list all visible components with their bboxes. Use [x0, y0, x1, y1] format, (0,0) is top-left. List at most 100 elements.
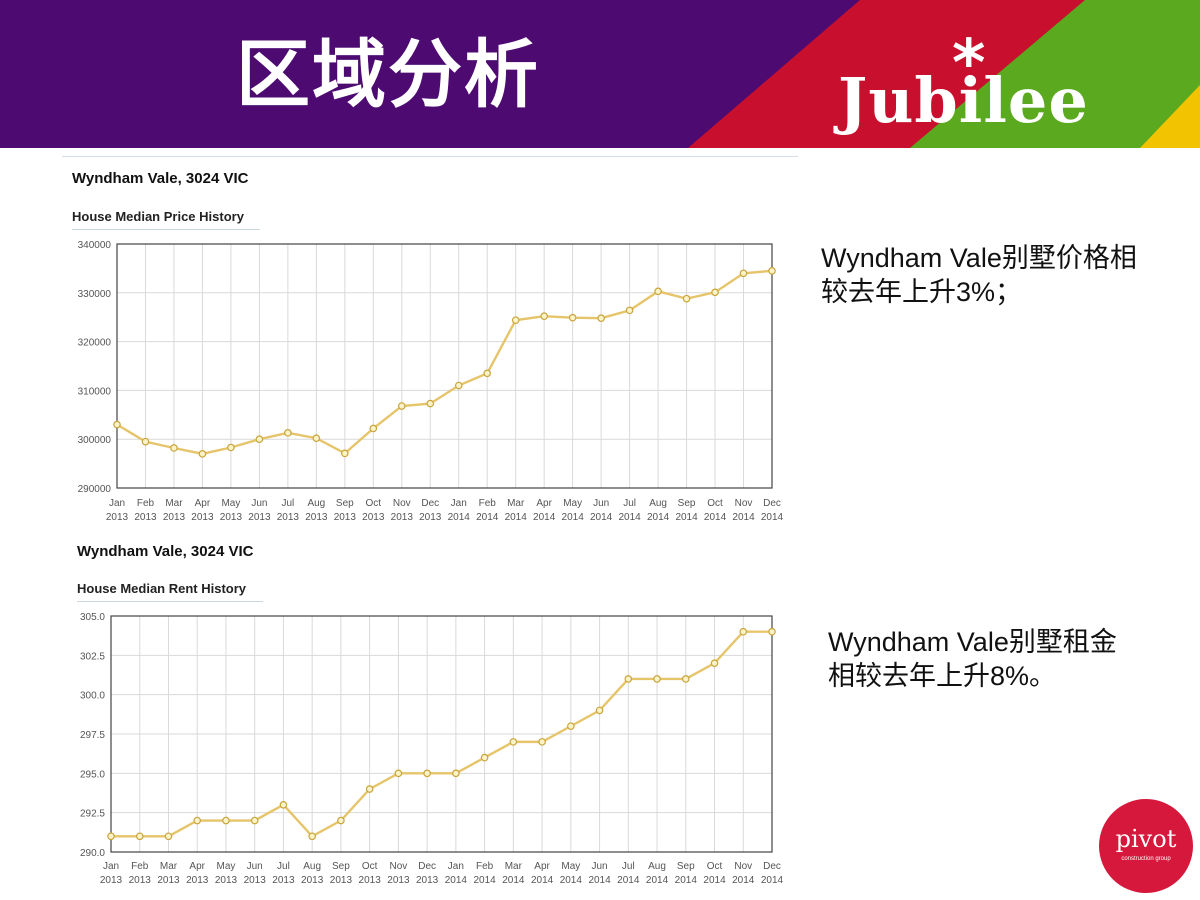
- data-point: [279, 801, 288, 809]
- price-note-line-1: Wyndham Vale别墅价格相: [821, 243, 1137, 273]
- y-tick-label: 320000: [78, 338, 112, 349]
- data-point: [540, 312, 548, 321]
- panel-top-rule: [62, 156, 798, 157]
- x-tick-label-year: 2014: [562, 512, 585, 522]
- x-tick-label-year: 2014: [588, 875, 611, 886]
- x-tick-label-year: 2014: [732, 875, 755, 886]
- x-tick-label-month: Aug: [307, 498, 325, 509]
- data-point: [369, 424, 378, 433]
- x-tick-label-month: Sep: [678, 498, 696, 509]
- data-point: [198, 450, 207, 458]
- x-tick-label-year: 2014: [473, 875, 496, 886]
- x-tick-label-month: Jun: [593, 498, 609, 509]
- data-point: [170, 444, 178, 452]
- data-point: [341, 449, 349, 458]
- x-tick-label-month: Jul: [623, 498, 636, 509]
- data-point: [739, 269, 748, 278]
- jubilee-logo-mark: *: [952, 27, 986, 101]
- data-point: [653, 675, 661, 683]
- x-tick-label-month: Sep: [677, 861, 695, 872]
- rent-subtitle-rule: [77, 601, 263, 602]
- page-title: 区域分析: [236, 32, 540, 118]
- x-tick-label-month: Nov: [393, 498, 411, 509]
- y-tick-label: 292.5: [80, 809, 105, 820]
- x-tick-label-year: 2014: [761, 875, 784, 886]
- data-point: [681, 675, 690, 683]
- data-point: [164, 832, 173, 841]
- x-tick-label-year: 2013: [330, 875, 353, 886]
- x-tick-label-year: 2014: [647, 512, 670, 522]
- x-tick-label-year: 2014: [505, 512, 528, 522]
- data-point: [568, 313, 577, 322]
- x-tick-label-month: Jun: [247, 861, 263, 872]
- x-tick-label-month: Oct: [707, 498, 723, 509]
- x-tick-label-month: Nov: [389, 861, 407, 872]
- data-point: [423, 769, 431, 778]
- data-point: [768, 267, 776, 275]
- data-point: [625, 306, 634, 315]
- x-tick-label-month: May: [217, 861, 236, 872]
- rent-note-line-2: 相较去年上升8%。: [828, 661, 1057, 691]
- x-tick-label-year: 2013: [391, 512, 414, 522]
- x-tick-label-year: 2013: [301, 875, 324, 886]
- price-note: Wyndham Vale别墅价格相 较去年上升3%；: [821, 241, 1137, 309]
- x-tick-label-month: Apr: [195, 498, 211, 509]
- x-tick-label-month: Jun: [251, 498, 267, 509]
- price-history-chart: 340000 330000 320000 310000 300000 290000 Jan 2…: [78, 240, 784, 522]
- rent-history-chart: 305.0 302.5 300.0 297.5 295.0 292.5 290.0 Jan 20…: [80, 612, 784, 886]
- data-point: [397, 402, 406, 410]
- x-tick-label-year: 2013: [215, 875, 238, 886]
- x-tick-label-year: 2013: [191, 512, 214, 522]
- x-tick-label-year: 2013: [305, 512, 328, 522]
- y-tick-label: 300000: [78, 435, 112, 446]
- y-tick-label: 300.0: [80, 691, 105, 702]
- data-point: [739, 627, 748, 636]
- x-tick-label-year: 2014: [646, 875, 669, 886]
- x-tick-label-year: 2013: [157, 875, 180, 886]
- x-tick-label-year: 2013: [244, 875, 267, 886]
- banner-yellow-stripe: [1140, 85, 1200, 148]
- x-tick-label-year: 2014: [675, 512, 698, 522]
- plot-border: [110, 615, 773, 853]
- x-tick-label-month: Sep: [332, 861, 350, 872]
- x-tick-label-year: 2013: [129, 875, 152, 886]
- x-tick-label-year: 2013: [220, 512, 243, 522]
- x-tick-label-month: Nov: [734, 861, 752, 872]
- x-tick-label-month: Aug: [648, 861, 666, 872]
- x-tick-label-year: 2014: [618, 512, 641, 522]
- x-tick-label-year: 2014: [560, 875, 583, 886]
- x-tick-label-year: 2014: [445, 875, 468, 886]
- x-tick-label-month: Dec: [421, 498, 439, 509]
- data-point: [193, 816, 202, 825]
- data-point: [141, 437, 150, 446]
- x-tick-label-month: Jan: [109, 498, 125, 509]
- x-tick-label-month: Feb: [479, 498, 497, 509]
- x-tick-label-month: Apr: [536, 498, 552, 509]
- x-tick-label-month: May: [221, 498, 240, 509]
- x-tick-label-month: Mar: [160, 861, 178, 872]
- data-point: [222, 816, 230, 825]
- rent-chart-title: Wyndham Vale, 3024 VIC: [77, 543, 254, 560]
- data-point: [227, 443, 235, 452]
- x-tick-label-year: 2014: [617, 875, 640, 886]
- y-tick-label: 310000: [78, 386, 112, 397]
- x-tick-label-year: 2014: [732, 512, 755, 522]
- y-tick-label: 290000: [78, 484, 112, 495]
- x-tick-label-month: Nov: [735, 498, 753, 509]
- x-tick-label-month: Jun: [592, 861, 608, 872]
- x-tick-label-year: 2013: [387, 875, 410, 886]
- data-point: [337, 816, 345, 825]
- x-tick-label-year: 2013: [362, 512, 385, 522]
- x-tick-label-month: Feb: [476, 861, 494, 872]
- x-tick-label-year: 2014: [502, 875, 525, 886]
- x-tick-label-month: Dec: [763, 861, 781, 872]
- pivot-logo-text: pivot: [1115, 825, 1177, 853]
- x-tick-label-year: 2013: [106, 512, 129, 522]
- series-line: [116, 269, 773, 456]
- data-point: [107, 832, 115, 841]
- x-tick-label-year: 2013: [419, 512, 442, 522]
- pivot-logo-subtext: construction group: [1121, 856, 1171, 862]
- y-tick-label: 295.0: [80, 769, 105, 780]
- x-tick-label-month: Jan: [451, 498, 467, 509]
- data-point: [308, 832, 316, 841]
